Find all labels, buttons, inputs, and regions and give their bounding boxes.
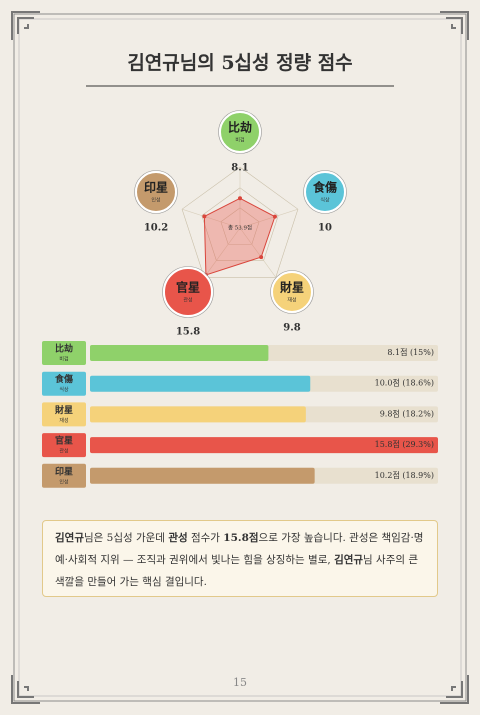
node-hangul: 관성 bbox=[183, 297, 192, 304]
node-circle bbox=[135, 171, 177, 213]
bar bbox=[90, 406, 306, 423]
node-ring bbox=[134, 170, 178, 214]
node-hanja: 財星 bbox=[279, 280, 304, 295]
bar bbox=[90, 467, 315, 484]
bar-value-label: 8.1점 (15%) bbox=[387, 347, 434, 357]
radar-spoke bbox=[239, 208, 299, 229]
bar-value-label: 15.8점 (29.3%) bbox=[375, 439, 434, 449]
bar bbox=[90, 437, 438, 454]
node-circle bbox=[271, 271, 313, 313]
node-circle bbox=[163, 267, 213, 317]
bar-label-box bbox=[42, 433, 86, 458]
bar-hanja: 財星 bbox=[54, 404, 73, 416]
radar-grid bbox=[201, 187, 279, 261]
bar-hanja: 比劫 bbox=[55, 343, 73, 355]
radar-point bbox=[272, 214, 277, 219]
summary-run: 김연규 bbox=[55, 532, 84, 544]
bar-label-box bbox=[42, 463, 86, 488]
bar-hanja: 印星 bbox=[55, 465, 73, 477]
summary-box: 김연규님은 5십성 가운데 관성 점수가 15.8점으로 가장 높습니다. 관성… bbox=[42, 520, 438, 597]
node-value: 15.8 bbox=[176, 327, 200, 338]
bar bbox=[90, 345, 269, 361]
node-hanja: 比劫 bbox=[228, 120, 252, 135]
summary-run: 님 사주의 큰 색깔을 만들어 가는 핵심 결입니다. bbox=[55, 554, 419, 588]
radar-point bbox=[202, 214, 207, 219]
radar-spoke bbox=[203, 227, 241, 278]
frame bbox=[13, 13, 467, 702]
radar-point bbox=[259, 255, 264, 260]
page-number: 15 bbox=[233, 676, 247, 689]
bar-hangul: 비겁 bbox=[59, 356, 68, 363]
radar-grid bbox=[181, 166, 299, 278]
summary-run: 님은 5십성 가운데 bbox=[83, 532, 169, 544]
bar-hangul: 인성 bbox=[59, 478, 68, 485]
bar-label-box bbox=[42, 402, 86, 427]
bar-label-box bbox=[42, 371, 86, 396]
bar-label-box bbox=[42, 341, 86, 365]
node-value: 8.1 bbox=[231, 163, 248, 174]
bar-hangul: 관성 bbox=[59, 448, 68, 455]
summary-run: 으로 가장 높습니다. 관성은 책임감·명예·사회적 지위 — 조직과 권위에서… bbox=[55, 532, 424, 566]
summary-run: 점수가 bbox=[187, 532, 224, 544]
summary-run: 김연규 bbox=[334, 554, 364, 566]
node-hangul: 비겁 bbox=[235, 137, 244, 144]
node-circle bbox=[219, 111, 261, 153]
bar-hangul: 재성 bbox=[59, 417, 68, 424]
node-hangul: 재성 bbox=[287, 297, 296, 304]
node-value: 10 bbox=[318, 223, 332, 234]
radar-spoke bbox=[181, 208, 241, 229]
radar-point bbox=[238, 196, 242, 201]
node-hanja: 印星 bbox=[144, 181, 168, 195]
radar-spoke bbox=[239, 227, 277, 278]
title: 김연규님의 5십성 정량 점수 bbox=[127, 52, 352, 74]
radar-total: 총 53.9점 bbox=[228, 224, 252, 232]
node-hangul: 인성 bbox=[151, 197, 160, 204]
frame-inner bbox=[18, 18, 462, 697]
node-ring bbox=[303, 170, 347, 214]
node-hanja: 官星 bbox=[176, 280, 200, 295]
node-circle bbox=[304, 171, 346, 213]
bar-hanja: 食傷 bbox=[54, 373, 73, 385]
node-hangul: 식상 bbox=[320, 197, 330, 204]
bar-value-label: 10.0점 (18.6%) bbox=[375, 378, 434, 388]
node-value: 10.2 bbox=[144, 223, 168, 234]
node-ring bbox=[162, 266, 214, 318]
radar-grid bbox=[220, 207, 260, 245]
node-value: 9.8 bbox=[283, 323, 300, 334]
bar-value-label: 10.2점 (18.9%) bbox=[375, 470, 434, 480]
node-ring bbox=[218, 110, 262, 154]
bar-hanja: 官星 bbox=[55, 435, 73, 447]
radar-area bbox=[203, 197, 276, 276]
bar-hangul: 식상 bbox=[59, 386, 69, 393]
corner-ornaments bbox=[11, 11, 469, 704]
node-ring bbox=[270, 270, 314, 314]
node-hanja: 食傷 bbox=[312, 180, 337, 195]
bar bbox=[90, 375, 311, 392]
summary-run: 15.8점 bbox=[223, 532, 259, 544]
bar-value-label: 9.8점 (18.2%) bbox=[380, 408, 434, 418]
summary-run: 관성 bbox=[168, 532, 188, 544]
